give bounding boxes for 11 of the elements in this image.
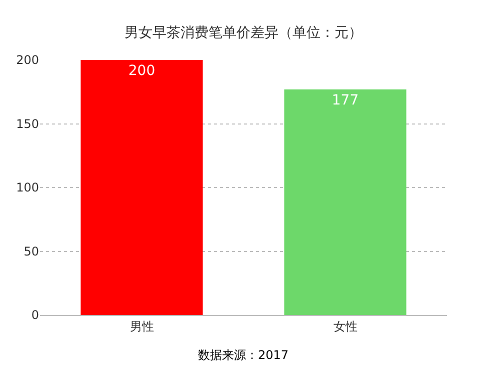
source-note: 数据来源：2017 [198, 348, 289, 362]
x-tick-label: 男性 [130, 319, 154, 334]
chart-title: 男女早茶消费笔单价差异（单位：元） [124, 24, 362, 41]
y-tick-label: 200 [16, 53, 39, 68]
y-tick-label: 100 [16, 180, 39, 195]
y-tick-label: 50 [24, 244, 39, 258]
y-tick-label: 0 [31, 308, 39, 322]
data-label: 177 [332, 92, 359, 108]
data-label: 200 [128, 63, 156, 79]
y-tick-label: 150 [16, 116, 39, 131]
x-tick-label: 女性 [333, 319, 358, 334]
